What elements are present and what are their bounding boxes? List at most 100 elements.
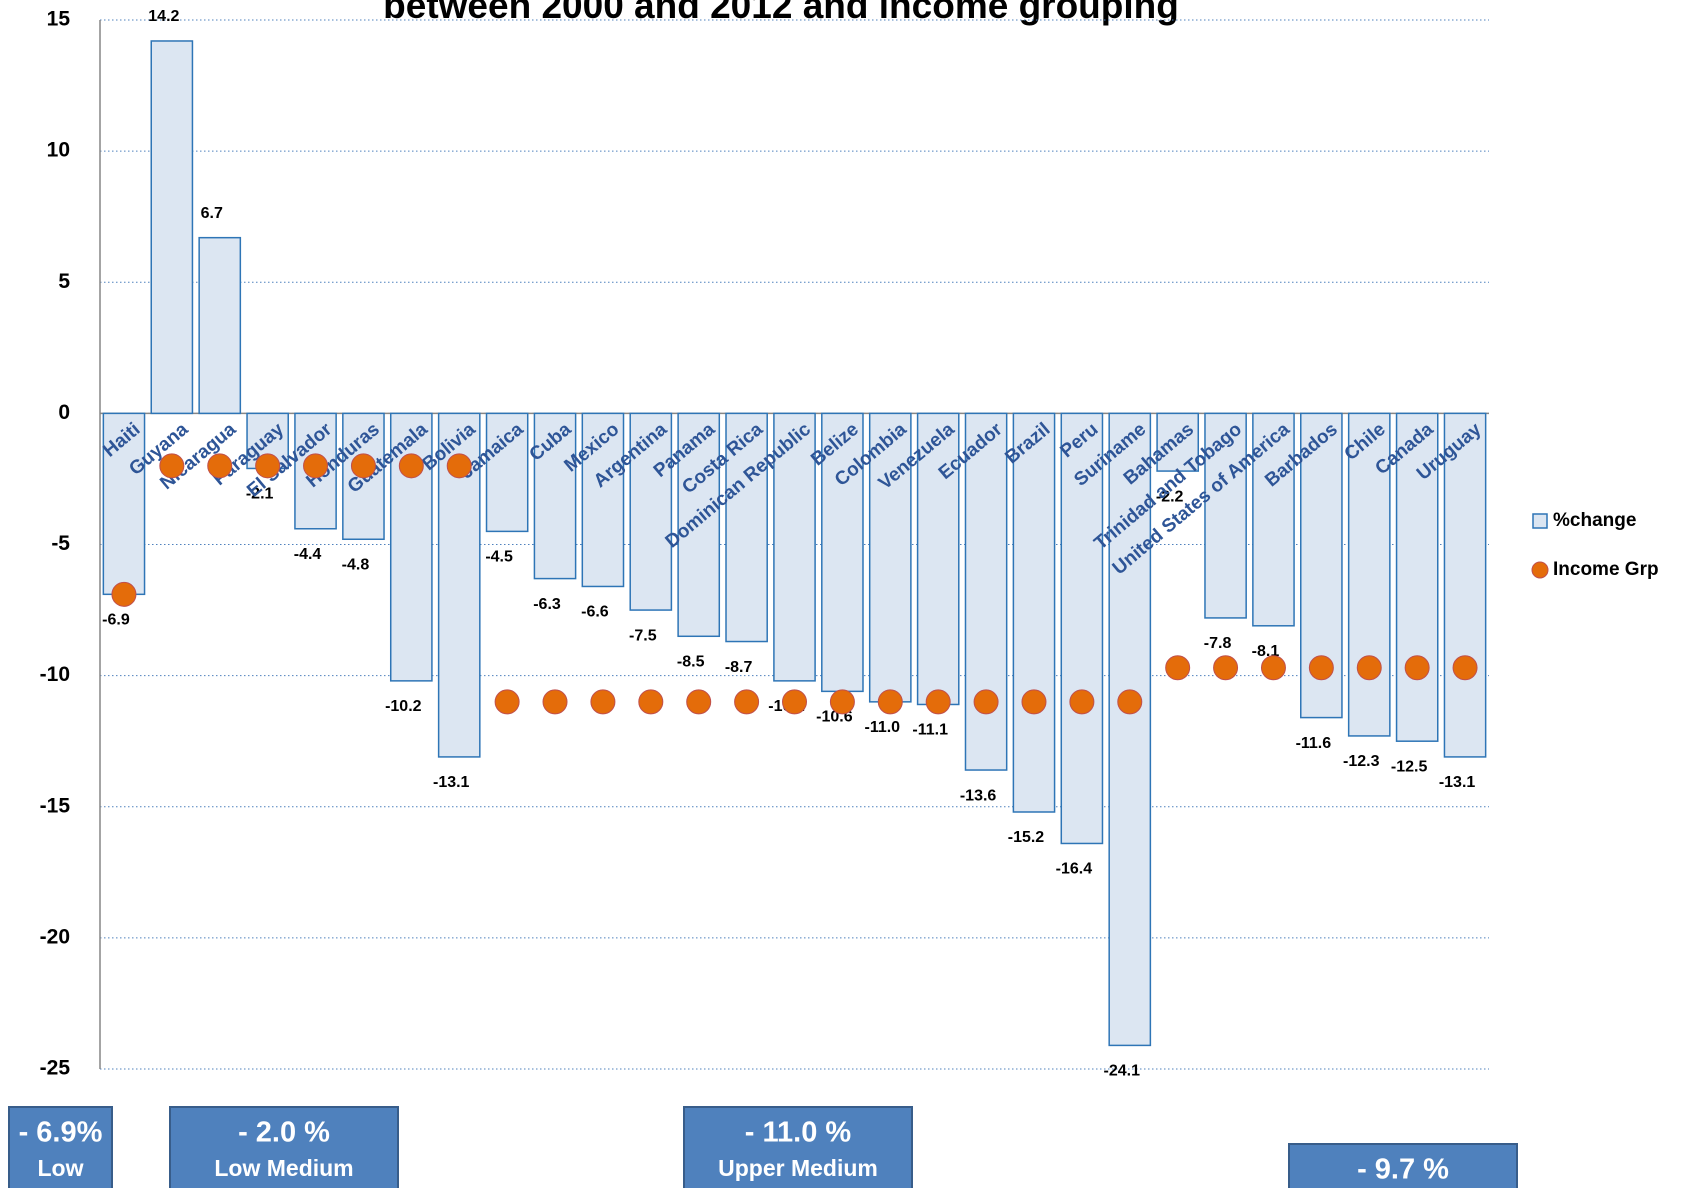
y-tick-label: -20 [40,925,70,948]
data-label: -7.8 [1204,635,1232,652]
bar [198,236,242,415]
income-dot [829,689,855,715]
bar [1156,412,1200,472]
group-box [8,1106,113,1188]
data-label: -4.5 [485,549,513,566]
bar [868,412,912,703]
income-dot [1165,655,1191,681]
chart-title: between 2000 and 2012 and income groupin… [383,0,1179,26]
data-label: -13.6 [960,787,997,804]
income-dot [1356,655,1382,681]
group-box [1288,1143,1518,1188]
data-label: -11.0 [864,719,900,736]
legend-swatch [1532,513,1548,529]
data-label: -13.1 [1439,774,1476,791]
data-label: -12.3 [1343,753,1380,770]
y-tick-label: 15 [47,8,71,31]
bar [1443,412,1487,758]
income-dot [973,689,999,715]
income-dot [207,453,233,479]
group-box-title: - 6.9% [19,1117,103,1149]
income-dot [1404,655,1430,681]
bar [1060,412,1104,845]
bar [773,412,816,682]
data-label: -4.8 [342,556,370,573]
bar [1204,412,1247,619]
income-dot [446,453,472,479]
income-dot [590,689,616,715]
bar [677,412,721,638]
income-dot [1260,655,1286,681]
income-dot [494,689,520,715]
income-dot [925,689,951,715]
data-label: -8.5 [677,654,705,671]
data-label: -4.4 [294,546,322,563]
legend-label: %change [1553,510,1636,531]
data-label: -11.6 [1296,735,1332,752]
income-dot [350,453,376,479]
income-dot [782,689,807,715]
income-dot [734,689,760,715]
data-label: -8.7 [725,659,753,676]
income-dot [1117,689,1143,715]
group-box [683,1106,913,1188]
income-dot [1021,689,1047,715]
y-tick-label: -10 [40,663,70,686]
y-tick-label: 5 [58,270,70,293]
bar [821,412,864,693]
bar [1347,412,1391,737]
data-label: -2.2 [1156,488,1184,505]
legend-label: Income Grp [1553,559,1659,580]
data-label: 14.2 [148,8,179,25]
data-label: -6.6 [581,604,609,621]
income-dot [398,453,424,479]
bar [533,412,577,580]
data-label: 6.7 [201,205,223,222]
bar [725,412,768,643]
income-dot [255,453,281,479]
bar [485,412,529,533]
income-dot [542,689,568,715]
income-dot [686,689,712,715]
income-dot [1213,655,1239,681]
income-dot [159,453,185,479]
data-label: -13.1 [433,774,470,791]
income-dot [1308,655,1334,681]
group-box-title: - 2.0 % [238,1117,330,1149]
income-dot [1069,689,1095,715]
bar [629,412,673,611]
data-label: -11.1 [912,722,948,739]
income-dot [111,581,137,607]
bar [916,412,960,706]
bar [102,412,146,596]
legend-swatch [1531,561,1549,579]
group-box-text: Upper Medium [718,1155,878,1181]
bar [1108,412,1152,1047]
y-tick-label: 0 [58,401,70,424]
bar [150,40,194,415]
data-label: -6.9 [102,612,130,629]
data-label: -7.5 [629,627,657,644]
y-tick-label: 10 [47,139,70,162]
bar [964,412,1008,771]
y-tick-label: -25 [40,1057,71,1080]
bar [1012,412,1056,813]
group-box-text: Low [38,1155,84,1181]
data-label: -15.2 [1008,829,1045,846]
group-box-title: - 9.7 % [1357,1154,1449,1186]
income-dot [877,689,903,715]
income-dot [1452,655,1478,681]
data-label: -12.5 [1391,758,1428,775]
bar [581,412,625,588]
group-box-title: - 11.0 % [745,1117,852,1149]
group-box-text: Low Medium [214,1155,353,1181]
data-label: -10.2 [385,698,422,715]
bar [1395,412,1439,742]
income-dot [303,453,329,479]
group-box [169,1106,399,1188]
y-tick-label: -5 [51,532,70,555]
data-label: -2.1 [246,486,274,503]
data-label: -24.1 [1104,1063,1141,1080]
data-label: -6.3 [533,596,561,613]
